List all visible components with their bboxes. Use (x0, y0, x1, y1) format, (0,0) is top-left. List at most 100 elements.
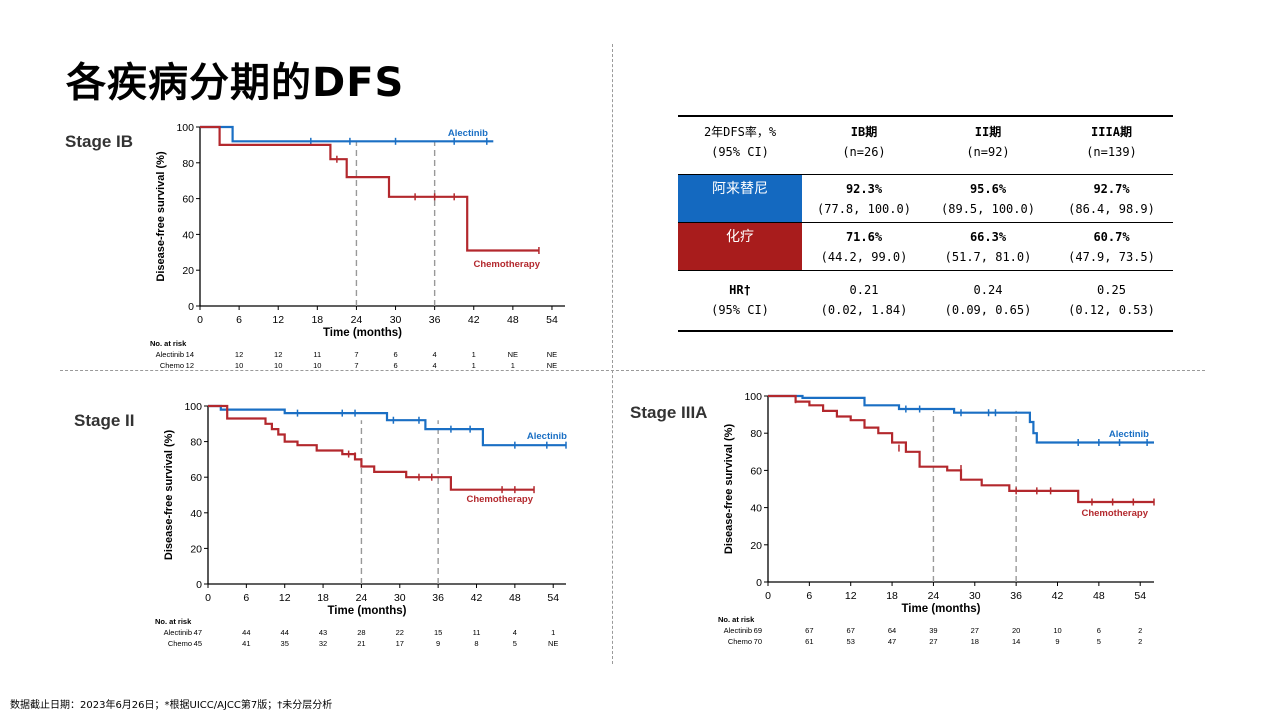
series-label-alectinib: Alectinib (448, 128, 488, 139)
risk-value: 7 (354, 361, 358, 370)
y-axis-label: Disease-free survival (%) (163, 430, 175, 561)
risk-value: 9 (1055, 637, 1059, 646)
cell-value: 71.6% (845, 229, 883, 244)
metric-header-ci: (95% CI) (711, 144, 769, 159)
x-tick-label: 48 (1093, 590, 1105, 602)
x-tick-label: 36 (1010, 590, 1022, 602)
x-tick-label: 30 (394, 592, 406, 604)
x-axis-label: Time (months) (901, 603, 980, 615)
x-tick-label: 18 (886, 590, 898, 602)
risk-value: 10 (313, 361, 321, 370)
table-spacer (678, 166, 1173, 175)
km-curve-alectinib (768, 394, 1154, 444)
chart-title: Stage II (74, 411, 134, 430)
x-tick-label: 30 (969, 590, 981, 602)
x-tick-label: 6 (243, 592, 249, 604)
cell: 0.24 (0.09, 0.65) (926, 271, 1050, 331)
row-label-chemo: 化疗 (678, 222, 802, 271)
row-label-hr: HR† (95% CI) (678, 271, 802, 331)
cell-value: 95.6% (969, 181, 1007, 196)
y-tick-label: 20 (182, 265, 194, 277)
risk-value: NE (547, 350, 557, 359)
y-tick-label: 60 (182, 194, 194, 206)
cell-ci: (51.7, 81.0) (944, 249, 1032, 264)
risk-value: 4 (433, 361, 437, 370)
risk-value: 11 (473, 628, 481, 637)
series-label-chemo: Chemotherapy (473, 259, 540, 270)
risk-value: 9 (436, 639, 440, 648)
risk-value: 1 (511, 361, 515, 370)
risk-value: 43 (319, 628, 327, 637)
table-row-chemo: 化疗 71.6% (44.2, 99.0) 66.3% (51.7, 81.0) 6… (678, 222, 1173, 271)
risk-table-title: No. at risk (155, 617, 192, 626)
risk-row-label: Alectinib (164, 628, 192, 637)
y-tick-label: 100 (176, 122, 194, 134)
risk-value: 10 (1053, 626, 1061, 635)
risk-value: 45 (194, 639, 202, 648)
km-curve-chemo (200, 125, 539, 252)
col-stage: IB期 (850, 124, 878, 139)
row-label-alectinib: 阿来替尼 (678, 174, 802, 223)
risk-value: 41 (242, 639, 250, 648)
table-row-alectinib: 阿来替尼 92.3% (77.8, 100.0) 95.6% (89.5, 100.… (678, 174, 1173, 223)
risk-value: 44 (281, 628, 289, 637)
risk-value: 10 (235, 361, 243, 370)
risk-value: 70 (754, 637, 762, 646)
x-axis-label: Time (months) (323, 327, 402, 339)
risk-value: 35 (281, 639, 289, 648)
x-tick-label: 18 (311, 314, 323, 326)
y-tick-label: 100 (184, 401, 202, 413)
risk-value: 22 (396, 628, 404, 637)
cell-value: 0.24 (973, 283, 1003, 298)
metric-header-label: 2年DFS率，% (703, 124, 777, 139)
cell-ci: (86.4, 98.9) (1068, 201, 1155, 216)
y-axis-label: Disease-free survival (%) (723, 424, 735, 555)
cell: 95.6% (89.5, 100.0) (926, 175, 1050, 223)
risk-value: 14 (1012, 637, 1020, 646)
cell-value: 0.21 (849, 283, 879, 298)
series-label-alectinib: Alectinib (527, 431, 567, 442)
y-tick-label: 0 (188, 301, 194, 313)
chart-title: Stage IB (65, 132, 133, 151)
col-stage: II期 (974, 124, 1002, 139)
horizontal-divider (60, 370, 1205, 371)
x-tick-label: 24 (351, 314, 363, 326)
risk-row-label: Chemo (168, 639, 192, 648)
risk-value: 5 (1097, 637, 1101, 646)
risk-value: 6 (1097, 626, 1101, 635)
x-tick-label: 54 (546, 314, 558, 326)
risk-value: 53 (847, 637, 855, 646)
risk-value: 69 (754, 626, 762, 635)
risk-value: NE (508, 350, 518, 359)
risk-value: 11 (313, 350, 321, 359)
risk-value: 21 (357, 639, 365, 648)
cell-value: 66.3% (969, 229, 1007, 244)
cell-ci: (77.8, 100.0) (817, 201, 911, 216)
risk-value: 14 (186, 350, 194, 359)
x-tick-label: 6 (806, 590, 812, 602)
risk-value: 4 (433, 350, 437, 359)
risk-value: 5 (513, 639, 517, 648)
risk-value: 47 (194, 628, 202, 637)
col-n: (n=26) (842, 144, 886, 159)
y-tick-label: 0 (756, 577, 762, 589)
y-tick-label: 80 (190, 437, 202, 449)
risk-row-label: Chemo (728, 637, 752, 646)
risk-value: 4 (513, 628, 517, 637)
risk-value: 27 (929, 637, 937, 646)
risk-value: 15 (434, 628, 442, 637)
risk-value: 39 (929, 626, 937, 635)
y-tick-label: 100 (744, 391, 762, 403)
risk-value: 44 (242, 628, 250, 637)
risk-value: 6 (393, 361, 397, 370)
x-tick-label: 12 (845, 590, 857, 602)
cell-ci: (44.2, 99.0) (820, 249, 908, 264)
series-label-chemo: Chemotherapy (1081, 508, 1148, 519)
cell: 66.3% (51.7, 81.0) (926, 223, 1050, 271)
x-tick-label: 48 (509, 592, 521, 604)
risk-value: 12 (274, 350, 282, 359)
y-tick-label: 20 (750, 540, 762, 552)
risk-value: 67 (847, 626, 855, 635)
y-tick-label: 60 (750, 465, 762, 477)
x-tick-label: 0 (197, 314, 203, 326)
